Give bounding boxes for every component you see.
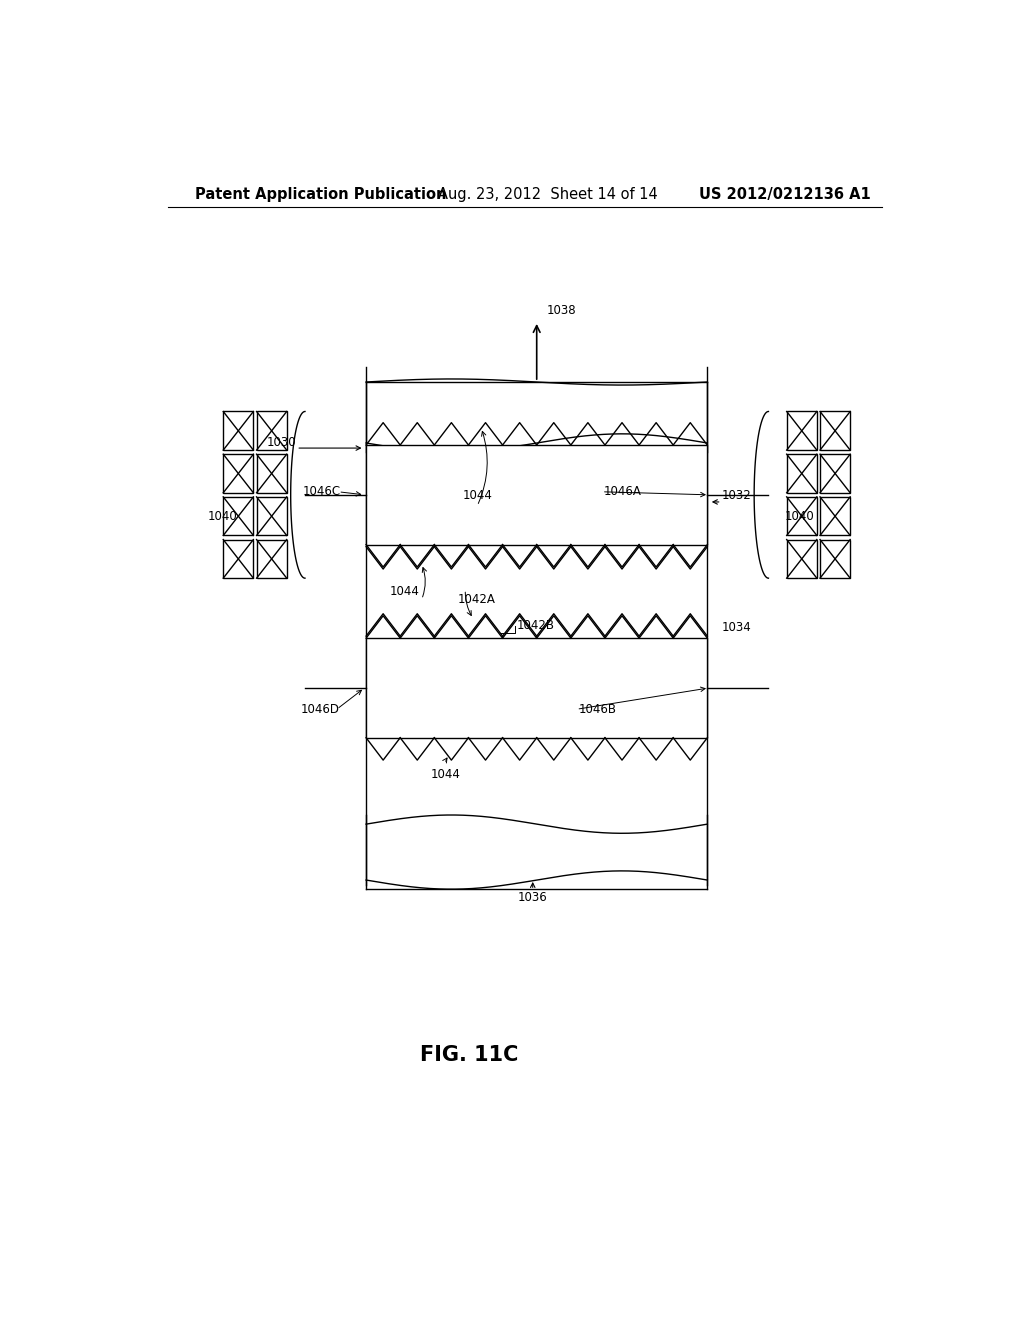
Text: US 2012/0212136 A1: US 2012/0212136 A1 — [699, 187, 871, 202]
Text: Aug. 23, 2012  Sheet 14 of 14: Aug. 23, 2012 Sheet 14 of 14 — [437, 187, 657, 202]
Text: 1046D: 1046D — [301, 702, 340, 715]
Text: 1032: 1032 — [722, 490, 752, 503]
Bar — [367, 638, 708, 738]
Bar — [367, 445, 708, 545]
Bar — [786, 412, 817, 450]
Bar — [257, 454, 287, 492]
Text: 1046C: 1046C — [303, 486, 341, 498]
Bar — [786, 496, 817, 536]
Text: 1046A: 1046A — [604, 486, 642, 498]
Text: 1036: 1036 — [518, 891, 548, 904]
Text: 1044: 1044 — [390, 585, 420, 598]
Text: FIG. 11C: FIG. 11C — [420, 1045, 518, 1065]
Text: 1042B: 1042B — [517, 619, 555, 632]
Text: 1040: 1040 — [785, 510, 815, 523]
Bar — [820, 540, 850, 578]
Bar — [223, 496, 253, 536]
Text: 1044: 1044 — [462, 490, 493, 503]
Text: 1046B: 1046B — [579, 702, 616, 715]
Text: Patent Application Publication: Patent Application Publication — [196, 187, 446, 202]
Text: 1044: 1044 — [430, 768, 461, 781]
Text: 1034: 1034 — [722, 622, 752, 635]
Bar — [257, 540, 287, 578]
Bar — [820, 496, 850, 536]
Text: 1040: 1040 — [207, 510, 238, 523]
Bar — [257, 412, 287, 450]
Bar — [820, 454, 850, 492]
Bar — [223, 454, 253, 492]
Bar — [820, 412, 850, 450]
Bar — [223, 412, 253, 450]
Text: 1030: 1030 — [267, 437, 297, 450]
Bar — [786, 454, 817, 492]
Bar — [786, 540, 817, 578]
Text: 1042A: 1042A — [458, 593, 496, 606]
Text: 1038: 1038 — [547, 305, 577, 317]
Bar — [223, 540, 253, 578]
Bar — [257, 496, 287, 536]
